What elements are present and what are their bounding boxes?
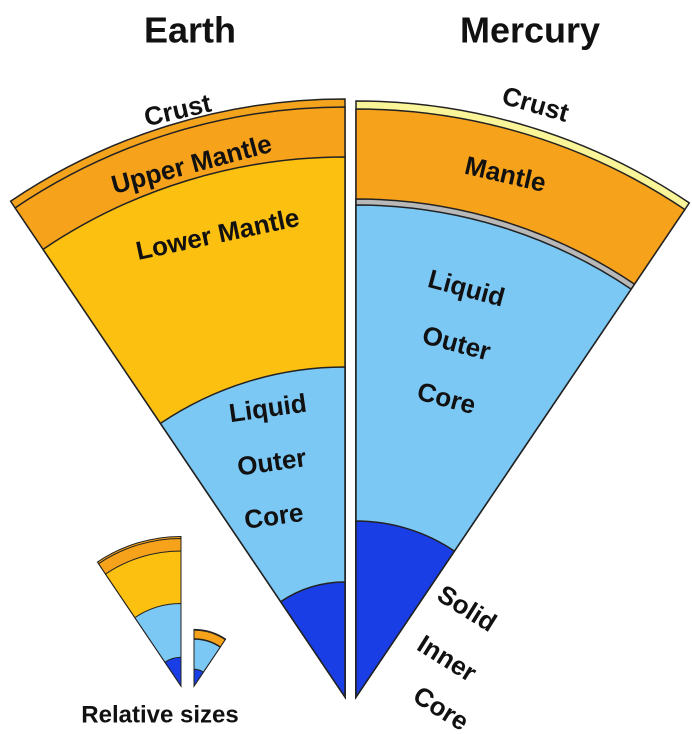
caption: Relative sizes — [81, 701, 238, 728]
small-mercury-inner-core — [194, 669, 203, 686]
mercury-inner-core-label: Solid — [432, 579, 502, 638]
mercury-title: Mercury — [460, 10, 600, 51]
diagram: Earth Mercury Crust Upper Mantle Lower M… — [0, 0, 692, 734]
earth-inner-core — [281, 582, 345, 697]
mercury-inner-core-label: Inner — [412, 629, 482, 688]
small-earth-inner-core — [165, 657, 181, 686]
earth-title: Earth — [144, 10, 236, 51]
mercury-inner-core-label: Core — [408, 680, 474, 734]
